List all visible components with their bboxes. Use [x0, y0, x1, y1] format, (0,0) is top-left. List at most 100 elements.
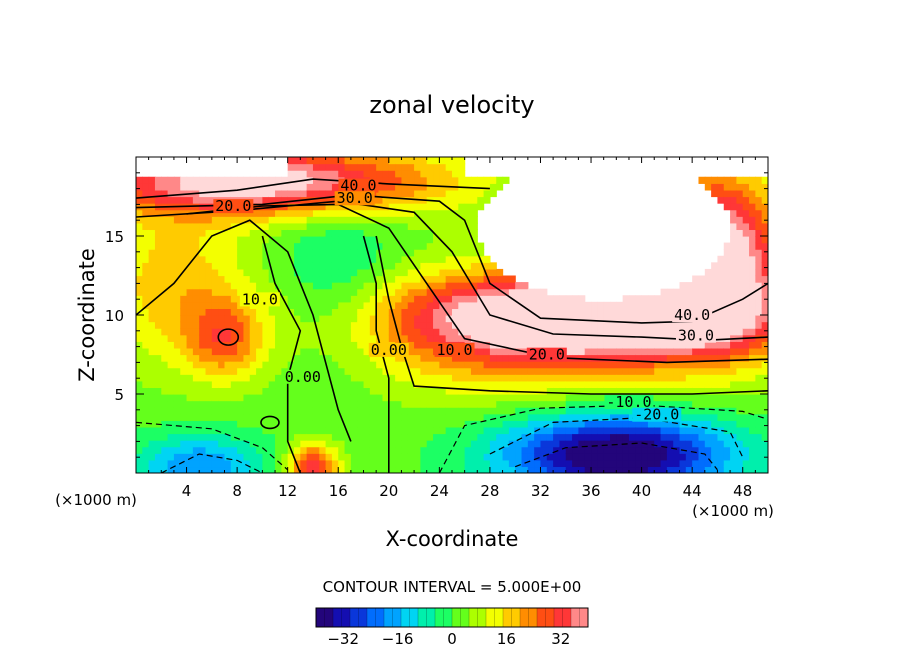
field-cell	[357, 420, 365, 428]
field-cell	[249, 183, 257, 191]
colorbar-band	[469, 608, 478, 627]
field-cell	[673, 374, 681, 382]
field-cell	[502, 328, 510, 336]
field-cell	[300, 334, 308, 342]
field-cell	[464, 249, 472, 257]
field-cell	[439, 466, 447, 473]
field-cell	[401, 295, 409, 303]
field-cell	[243, 387, 251, 395]
field-cell	[698, 420, 706, 428]
field-cell	[426, 361, 434, 369]
field-cell	[281, 341, 289, 349]
field-cell	[249, 400, 257, 408]
field-cell	[692, 459, 700, 468]
field-cell	[521, 380, 529, 389]
field-cell	[294, 203, 301, 211]
field-cell	[376, 176, 384, 184]
field-cell	[470, 394, 478, 402]
field-cell	[281, 183, 289, 191]
field-cell	[180, 426, 188, 435]
field-cell	[376, 196, 384, 204]
field-cell	[685, 301, 693, 310]
field-cell	[205, 328, 213, 336]
field-cell	[331, 170, 339, 178]
field-cell	[458, 459, 466, 468]
field-cell	[186, 367, 194, 375]
field-cell	[546, 367, 554, 375]
field-cell	[154, 315, 162, 323]
field-cell	[692, 433, 700, 441]
field-cell	[294, 170, 301, 178]
field-cell	[470, 453, 478, 461]
field-cell	[489, 262, 497, 270]
field-cell	[275, 341, 282, 349]
colorbar-band	[384, 608, 393, 627]
field-cell	[154, 413, 162, 421]
field-cell	[534, 413, 542, 421]
field-cell	[237, 315, 245, 323]
field-cell	[749, 315, 756, 323]
field-cell	[306, 354, 314, 362]
field-cell	[730, 433, 737, 441]
field-cell	[268, 275, 276, 283]
field-cell	[426, 301, 434, 310]
field-cell	[294, 216, 301, 224]
field-cell	[173, 341, 181, 349]
field-cell	[730, 242, 737, 250]
field-cell	[666, 367, 674, 375]
field-cell	[489, 374, 497, 382]
field-cell	[376, 459, 384, 468]
colorbar-frame	[315, 607, 589, 628]
field-cell	[363, 328, 371, 336]
field-cell	[616, 374, 624, 382]
field-cell	[319, 262, 327, 270]
field-cell	[395, 413, 403, 421]
field-cell	[673, 466, 681, 473]
field-cell	[736, 308, 744, 316]
field-cell	[268, 328, 276, 336]
colorbar-band	[443, 608, 453, 627]
field-cell	[230, 413, 238, 421]
field-cell	[755, 196, 763, 204]
field-cell	[647, 295, 655, 303]
field-cell	[325, 394, 333, 402]
field-cell	[749, 236, 756, 244]
field-cell	[262, 354, 270, 362]
field-cell	[736, 288, 744, 296]
field-cell	[433, 196, 440, 204]
field-cell	[205, 341, 213, 349]
field-cell	[521, 361, 529, 369]
field-cell	[205, 374, 213, 382]
field-cell	[452, 170, 459, 178]
field-cell	[433, 328, 440, 336]
field-cell	[439, 301, 447, 310]
field-cell	[635, 453, 643, 461]
field-cell	[325, 328, 333, 336]
field-cell	[565, 387, 573, 395]
field-cell	[401, 440, 409, 448]
field-cell	[610, 308, 617, 316]
field-cell	[755, 275, 763, 283]
field-cell	[616, 334, 624, 342]
field-cell	[439, 176, 447, 184]
field-cell	[742, 176, 750, 184]
field-cell	[553, 413, 561, 421]
field-cell	[717, 374, 725, 382]
field-cell	[546, 400, 554, 408]
field-cell	[489, 347, 497, 356]
field-cell	[559, 367, 567, 375]
field-cell	[167, 255, 175, 263]
field-cell	[692, 374, 700, 382]
field-cell	[749, 354, 756, 362]
field-cell	[540, 334, 548, 342]
field-cell	[148, 446, 156, 454]
field-cell	[154, 374, 162, 382]
field-cell	[591, 426, 598, 435]
field-cell	[331, 229, 339, 237]
field-cell	[597, 459, 605, 468]
field-cell	[350, 367, 358, 375]
field-cell	[414, 209, 421, 217]
field-cell	[395, 301, 403, 310]
field-cell	[154, 242, 162, 250]
field-cell	[376, 236, 384, 244]
